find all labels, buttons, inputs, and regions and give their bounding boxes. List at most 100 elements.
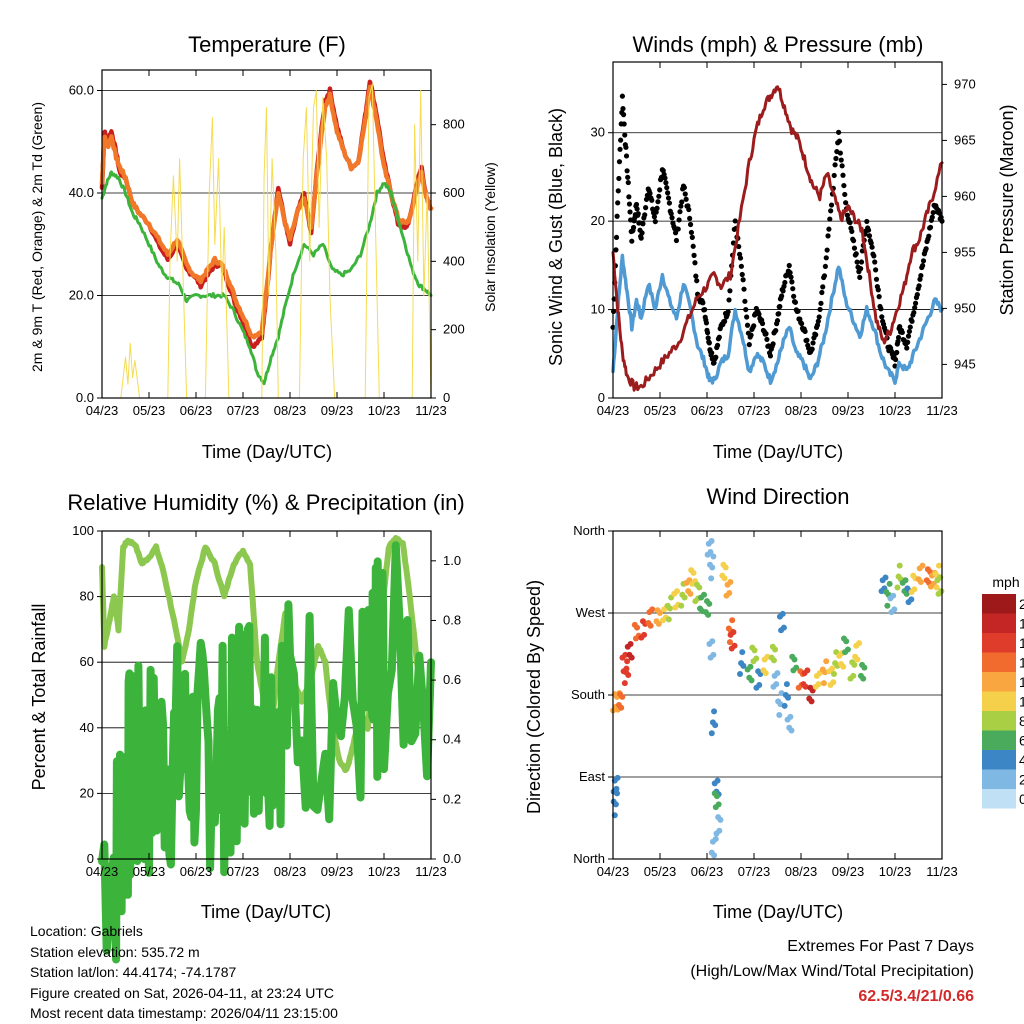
series-gust-point [664,185,670,191]
legend-label: 10 [1019,694,1024,710]
series-gust-point [624,168,630,174]
extremes-subheading: (High/Low/Max Wind/Total Precipitation) [690,963,974,980]
series-gust-point [763,331,769,337]
x-tick-label: 11/23 [415,403,447,418]
extremes-values: 62.5/3.4/21/0.66 [858,988,974,1005]
y-tick-label: East [579,769,605,784]
direction-point [731,642,738,649]
series-gust-point [613,247,619,253]
direction-point [708,538,715,545]
series-gust-point [653,209,659,215]
series-temp9m-line [99,84,434,340]
series-gust-point [927,224,934,230]
direction-point [708,575,715,582]
direction-point [749,644,756,651]
series-gust-point [929,214,935,220]
x-tick-label: 10/23 [879,864,912,879]
y2-tick-label: 600 [443,185,465,200]
series-gust-point [813,332,819,338]
direction-point [896,562,903,569]
y-tick-label: North [573,523,605,538]
y2-tick-label: 400 [443,253,465,268]
direction-point [621,680,628,687]
series-gust-point [869,244,875,250]
direction-point [697,605,704,612]
series-gust-point [666,200,673,206]
direction-point [829,665,836,672]
legend-label: 20+ [1019,596,1024,612]
temperature-ylabel: 2m & 9m T (Red, Orange) & 2m Td (Green) [29,102,45,372]
direction-point [894,584,901,591]
series-solar-line [101,83,432,399]
series-gust-point [816,314,822,320]
x-tick-label: 09/23 [321,403,354,418]
series-gust-point [620,112,627,118]
series-gust-point [844,212,851,218]
series-gust-point [849,228,855,235]
y-tick-label: 80 [80,589,94,604]
series-gust-point [688,229,695,236]
series-gust-point [826,226,832,232]
direction-point [787,713,794,720]
series-gust-point [802,328,808,335]
wind-direction-ylabel: Direction (Colored By Speed) [524,580,544,814]
direction-point [760,667,767,674]
series-gust-point [850,238,857,244]
series-gust-point [879,314,885,320]
series-gust-point [837,150,843,156]
series-gust-point [647,190,653,196]
legend-label: 8 [1019,713,1024,729]
series-gust-point [851,245,858,251]
humidity-ylabel: Percent & Total Rainfall [29,604,49,791]
temperature-title: Temperature (F) [188,32,346,57]
series-gust-point [873,276,880,282]
direction-point [891,606,898,613]
series-gust-point [615,200,621,206]
direction-point [904,585,911,592]
direction-point [932,570,939,577]
series-gust-point [619,93,626,99]
direction-point [700,591,707,598]
direction-point [694,581,701,588]
x-tick-label: 06/23 [691,864,724,879]
y2-tick-label: 945 [954,356,976,371]
direction-point [712,835,719,842]
y-tick-label: 0 [87,851,94,866]
series-gust-point [809,346,815,352]
series-gust-point [686,206,692,213]
series-gust-point [690,243,696,249]
series-gust-point [906,328,912,335]
y2-tick-label: 200 [443,322,465,337]
series-gust-point [714,342,721,348]
series-gust-point [665,195,672,201]
series-dewpoint-line [100,170,433,386]
direction-point [781,702,788,709]
direction-point [707,561,714,568]
series-gust-point [878,306,884,312]
series-wind-line [611,253,944,386]
series-gust-point [789,279,795,285]
direction-point [664,602,671,609]
direction-point [857,672,864,679]
series-gust-point [623,144,629,150]
direction-point [935,562,942,569]
series-gust-point [638,235,644,241]
direction-point [840,635,847,642]
series-gust-point [839,163,845,169]
direction-point [622,669,629,676]
y-tick-label: 100 [72,523,94,538]
direction-point [793,664,800,671]
direction-point [645,620,652,627]
direction-point [820,680,827,687]
series-gust-point [727,288,733,294]
direction-point [844,646,851,653]
direction-point [654,607,661,614]
direction-point [678,602,685,609]
y2-tick-label: 965 [954,132,976,147]
speed-legend-title: mph [992,574,1019,590]
station-latlon: Station lat/lon: 44.4174; -74.1787 [30,964,237,980]
direction-point [649,606,656,613]
series-gust-point [872,259,878,265]
legend-swatch [982,730,1016,750]
series-gust-point [673,237,680,244]
